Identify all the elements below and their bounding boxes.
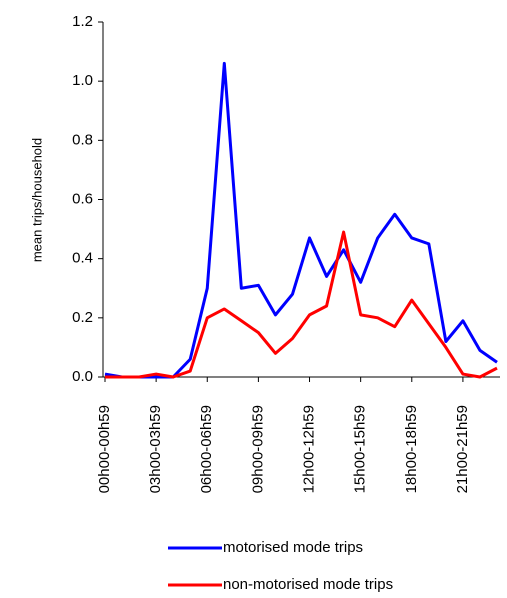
y-tick-label: 0.8 — [72, 131, 93, 148]
x-tick-label: 21h00-21h59 — [454, 405, 471, 493]
x-tick-label: 15h00-15h59 — [352, 405, 369, 493]
y-tick-label: 1.0 — [72, 72, 93, 89]
legend-label: non-motorised mode trips — [223, 576, 393, 593]
y-tick-label: 1.2 — [72, 13, 93, 30]
x-tick-label: 12h00-12h59 — [300, 405, 317, 493]
series-line — [105, 230, 498, 379]
y-tick-label: 0.4 — [72, 250, 93, 267]
x-tick-label: 03h00-03h59 — [147, 405, 164, 493]
y-tick-label: 0.0 — [72, 368, 93, 385]
series-line — [104, 61, 498, 379]
x-tick-label: 06h00-06h59 — [198, 405, 215, 493]
y-tick-label: 0.6 — [72, 190, 93, 207]
y-axis-label: mean trips/household — [29, 138, 44, 262]
x-tick-label: 09h00-09h59 — [249, 405, 266, 493]
y-tick-label: 0.2 — [72, 309, 93, 326]
x-tick-label: 18h00-18h59 — [403, 405, 420, 493]
legend-label: motorised mode trips — [223, 539, 363, 556]
x-tick-label: 00h00-00h59 — [96, 405, 113, 493]
